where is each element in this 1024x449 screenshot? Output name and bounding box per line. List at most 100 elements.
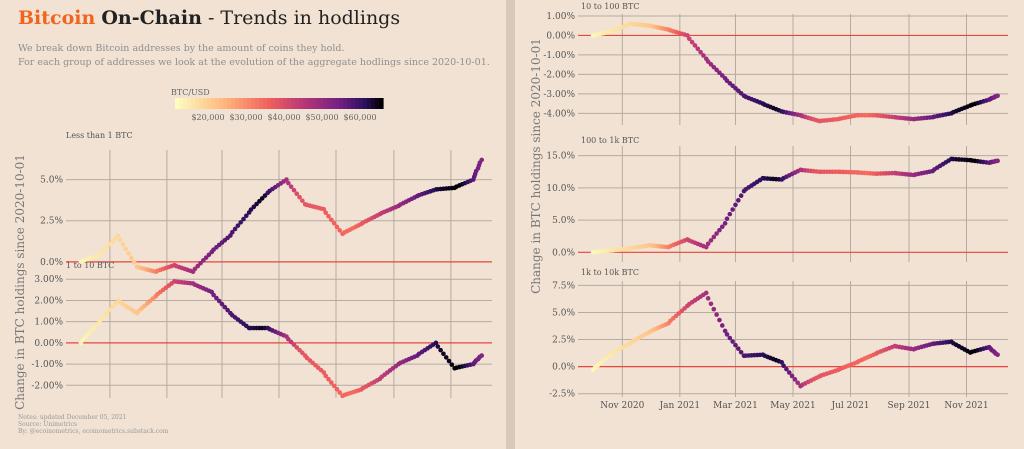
y-tick-label: 5.0% [552, 216, 575, 226]
y-tick-label: -2.00% [31, 381, 63, 391]
colorbar-segment [315, 98, 320, 109]
data-point [104, 310, 110, 315]
colorbar-segment [259, 98, 264, 109]
data-point [733, 342, 738, 348]
colorbar-segment [255, 98, 260, 109]
colorbar-segment [307, 98, 312, 109]
data-point [216, 298, 222, 304]
colorbar-segment [195, 98, 200, 109]
data-point [724, 332, 730, 337]
colorbar-segment [223, 98, 228, 109]
data-point [225, 307, 230, 313]
colorbar-segment [235, 98, 240, 109]
colorbar-segment [371, 98, 376, 109]
data-point [129, 255, 134, 261]
panel-title: 100 to 1k BTC [581, 136, 639, 145]
panel-title: 1 to 10 BTC [66, 261, 114, 270]
data-point [705, 296, 711, 301]
data-point [286, 180, 291, 186]
data-point [689, 39, 695, 45]
panel-title: 10 to 100 BTC [581, 2, 639, 11]
data-point [251, 204, 257, 210]
data-point [284, 177, 289, 182]
y-tick-label: 10.0% [546, 184, 575, 194]
y-tick-label: 2.5% [552, 336, 575, 346]
y-tick-label: -4.00% [543, 109, 575, 119]
data-point [123, 246, 129, 252]
data-point [326, 213, 331, 219]
subtitle-line-1: We break down Bitcoin addresses by the a… [18, 43, 345, 54]
data-point [99, 316, 104, 321]
colorbar-segment [299, 98, 304, 109]
data-point [711, 306, 717, 312]
x-tick-label: Jul 2021 [830, 401, 869, 411]
colorbar-segment [263, 98, 268, 109]
y-tick-label: 5.0% [40, 176, 63, 186]
colorbar-segment [363, 98, 368, 109]
colorbar-segment [211, 98, 216, 109]
data-point [708, 238, 714, 243]
data-point [334, 386, 340, 392]
y-tick-label: 1.00% [34, 318, 63, 328]
data-point [259, 196, 265, 201]
data-point [438, 347, 443, 353]
notes-byline: By: @ecoinometrics, ecoinometrics.substa… [18, 428, 169, 435]
y-tick-label: 2.00% [34, 296, 63, 306]
data-point [300, 198, 305, 204]
data-point [784, 366, 789, 372]
data-point [291, 187, 297, 193]
colorbar-segment [347, 98, 352, 109]
data-point [113, 236, 118, 241]
data-point [211, 292, 216, 298]
y-tick-label: -1.00% [31, 360, 63, 370]
colorbar-segment [267, 98, 272, 109]
data-point [91, 325, 97, 331]
data-point [717, 317, 722, 323]
colorbar-segment [339, 98, 344, 109]
colorbar-segment [227, 98, 232, 109]
data-point [201, 258, 206, 263]
colorbar-tick: $60,000 [343, 113, 376, 122]
subtitle-line-2: For each group of addresses we look at t… [18, 57, 490, 68]
y-tick-label: 15.0% [546, 152, 575, 162]
colorbar-segment [187, 98, 192, 109]
data-point [80, 337, 86, 343]
colorbar-segment [275, 98, 280, 109]
data-point [198, 260, 203, 266]
colorbar-tick: $30,000 [229, 113, 262, 122]
y-tick-label: 0.0% [40, 258, 63, 268]
colorbar-segment [303, 98, 308, 109]
data-point [738, 193, 744, 199]
data-point [727, 335, 733, 341]
data-point [717, 227, 722, 233]
data-point [719, 73, 725, 78]
data-point [219, 301, 225, 307]
colorbar-segment [199, 98, 204, 109]
data-point [331, 383, 337, 389]
data-point [99, 250, 104, 255]
data-point [786, 370, 792, 375]
title-trends: - Trends in hodlings [207, 7, 401, 29]
data-point [705, 241, 711, 247]
data-point [120, 242, 126, 247]
colorbar-segment [243, 98, 248, 109]
data-point [708, 62, 714, 67]
x-tick-label: Mar 2021 [713, 401, 758, 411]
data-point [262, 193, 268, 198]
data-point [116, 233, 121, 238]
colorbar-segment [207, 98, 212, 109]
colorbar-segment [175, 98, 180, 109]
chart-title: Bitcoin On-Chain - Trends in hodlings [18, 7, 400, 29]
colorbar-segment [183, 98, 188, 109]
data-point [86, 331, 91, 337]
data-point [126, 251, 131, 256]
data-point [695, 46, 701, 52]
data-point [329, 217, 334, 223]
data-point [730, 207, 735, 212]
data-point [736, 198, 741, 203]
data-point [722, 221, 728, 226]
title-onchain: On-Chain [101, 7, 202, 29]
colorbar-segment [215, 98, 220, 109]
colorbar-segment [367, 98, 372, 109]
